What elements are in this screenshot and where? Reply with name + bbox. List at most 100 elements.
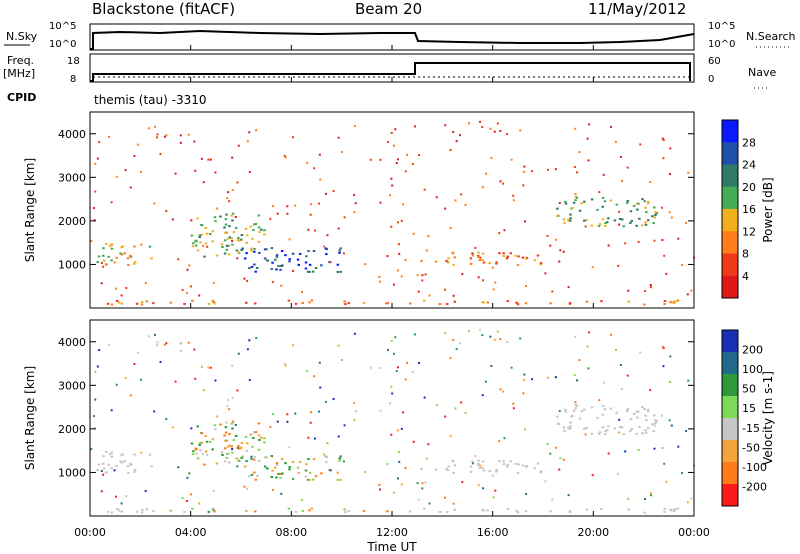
velocity-cell <box>291 460 295 463</box>
velocity-cell <box>663 507 667 510</box>
power-cell <box>248 267 251 270</box>
velocity-cell <box>590 432 594 435</box>
power-cell <box>250 249 253 252</box>
velocity-panel: 1000 2000 3000 4000 Slant Range [km] 200 100… <box>23 319 775 517</box>
power-cell <box>490 156 493 159</box>
power-cell <box>194 244 198 247</box>
colorbar-tick-label: 16 <box>742 203 756 216</box>
velocity-cell <box>102 462 105 465</box>
velocity-cell <box>248 475 251 478</box>
velocity-cell <box>306 369 309 372</box>
power-cell <box>245 241 248 244</box>
velocity-cell <box>275 462 279 465</box>
power-cell <box>249 225 253 228</box>
velocity-cell <box>525 492 528 495</box>
velocity-cell <box>276 420 279 423</box>
power-cell <box>502 255 506 258</box>
velocity-cell <box>663 510 666 513</box>
velocity-cell <box>193 348 196 351</box>
velocity-cell <box>339 455 342 458</box>
velocity-cell <box>413 333 416 336</box>
velocity-cell <box>191 507 194 510</box>
velocity-cell <box>325 456 329 459</box>
colorbar-segment <box>722 231 738 254</box>
velocity-cell <box>580 410 583 413</box>
velocity-cell <box>156 344 159 347</box>
velocity-cell <box>207 366 210 369</box>
power-cell <box>277 264 280 267</box>
power-cell <box>391 184 394 187</box>
power-cell <box>200 233 203 236</box>
power-cell <box>601 218 605 221</box>
nsearch-label: N.Search <box>746 30 796 43</box>
power-cell <box>453 300 457 303</box>
velocity-cell <box>271 413 274 416</box>
power-cell <box>662 157 665 160</box>
power-cell <box>221 246 224 249</box>
power-cell <box>254 270 257 273</box>
power-cell <box>676 299 680 302</box>
power-cell <box>214 171 217 174</box>
power-cell <box>677 237 680 240</box>
velocity-cell <box>325 461 328 464</box>
velocity-cell <box>484 380 487 383</box>
power-cell <box>641 224 644 227</box>
power-cell <box>509 252 512 255</box>
velocity-cell <box>288 446 291 449</box>
freq-label: Freq. <box>7 54 34 67</box>
velocity-cell <box>148 453 152 456</box>
power-cell <box>215 254 219 257</box>
velocity-cell <box>602 381 605 384</box>
velocity-cell <box>378 488 381 491</box>
velocity-cell <box>646 427 650 430</box>
power-cell <box>549 302 552 305</box>
power-cell <box>288 258 291 261</box>
power-cell <box>284 254 287 257</box>
x-tick-label: 00:00 <box>678 526 710 539</box>
velocity-cell <box>159 360 162 363</box>
colorbar-segment <box>722 209 738 232</box>
velocity-cell <box>364 471 367 474</box>
power-cell <box>672 300 676 303</box>
velocity-cell <box>126 465 130 468</box>
power-cell <box>506 255 510 258</box>
power-cell <box>286 212 289 215</box>
y-tick-label: 2000 <box>58 423 86 436</box>
power-cell <box>226 237 230 240</box>
power-cell <box>489 127 492 130</box>
power-cell <box>591 266 594 269</box>
velocity-cell <box>427 443 430 446</box>
power-cell <box>124 169 127 172</box>
power-cell <box>200 224 204 227</box>
colorbar-tick-label: 28 <box>742 136 756 149</box>
power-cell <box>461 273 464 276</box>
power-cell <box>208 233 212 236</box>
power-cell <box>185 292 188 295</box>
velocity-cell <box>567 426 570 429</box>
power-cell <box>204 227 208 230</box>
power-cell <box>193 140 196 143</box>
velocity-cell <box>486 509 489 512</box>
power-cell <box>318 202 321 205</box>
power-cell <box>196 249 200 252</box>
velocity-cell <box>292 344 295 347</box>
power-cell <box>412 232 415 235</box>
velocity-cell <box>488 470 491 473</box>
velocity-cell <box>576 379 579 382</box>
power-cell <box>135 302 139 305</box>
velocity-cell <box>588 331 591 334</box>
power-cell <box>250 265 254 268</box>
velocity-cell <box>449 435 452 438</box>
power-cell <box>227 253 231 256</box>
power-cell <box>228 225 231 228</box>
power-cell <box>300 291 303 294</box>
velocity-cell <box>248 339 251 342</box>
velocity-cell <box>672 508 676 511</box>
freq-unit-label: [MHz] <box>3 67 35 80</box>
velocity-cell <box>237 352 240 355</box>
power-cell <box>159 152 162 155</box>
velocity-cell <box>240 442 244 445</box>
power-cell <box>139 170 142 173</box>
power-cell <box>569 213 572 216</box>
velocity-cell <box>621 426 624 429</box>
